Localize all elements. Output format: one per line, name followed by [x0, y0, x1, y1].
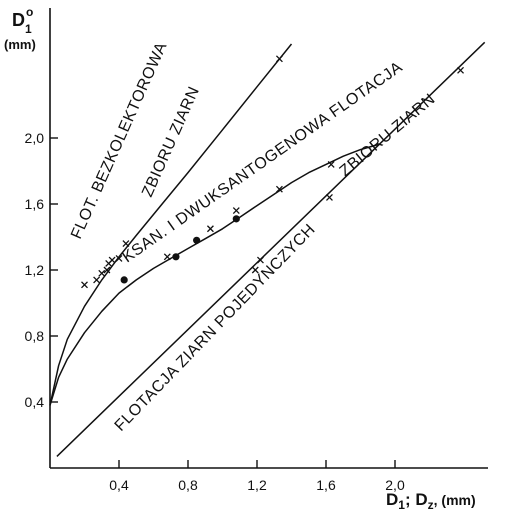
cross-marker — [108, 256, 116, 264]
y-axis-label-superscript: o — [26, 5, 33, 19]
x-axis-label-unit: , (mm) — [434, 492, 476, 508]
x-axis-label-subz: z — [428, 498, 434, 512]
x-tick-label: 0,4 — [109, 477, 129, 493]
x-axis-label-dz: ; D — [405, 490, 428, 509]
curve-ziarn-pojedynczych — [56, 41, 486, 457]
cross-marker — [275, 185, 283, 193]
curve-ksantogenowa — [49, 143, 379, 406]
cross-marker — [256, 256, 264, 264]
dot-marker — [232, 215, 240, 223]
y-tick-label: 2,0 — [25, 130, 45, 146]
x-tick-label: 0,8 — [178, 477, 198, 493]
dot-marker — [193, 236, 201, 244]
curve-labels: FLOT. BEZKOLEKTOROWA ZBIORU ZIARN KSAN. … — [68, 40, 439, 435]
y-tick-label: 0,8 — [25, 328, 45, 344]
cross-marker — [98, 269, 106, 277]
x-ticks: 0,4 0,8 1,2 1,6 2,0 — [109, 460, 405, 493]
x-axis-label-sub1: 1 — [398, 498, 405, 512]
label-flot-bezkolektorowa-line2: ZBIORU ZIARN — [139, 84, 203, 200]
x-axis-label-d1: D — [386, 490, 398, 509]
y-tick-label: 1,2 — [25, 262, 45, 278]
cross-marker — [122, 240, 130, 248]
cross-marker — [206, 225, 214, 233]
cross-marker — [163, 253, 171, 261]
cross-marker — [457, 66, 465, 74]
x-tick-label: 2,0 — [385, 477, 405, 493]
markers — [81, 55, 465, 289]
x-axis-label: D1; Dz, (mm) — [386, 490, 476, 512]
cross-marker — [275, 55, 283, 63]
axes — [49, 8, 488, 469]
y-axis-label-subscript: 1 — [25, 22, 32, 36]
cross-marker — [251, 266, 259, 274]
x-tick-label: 1,6 — [316, 477, 336, 493]
cross-marker — [327, 160, 335, 168]
y-tick-label: 0,4 — [25, 394, 45, 410]
cross-marker — [103, 266, 111, 274]
x-tick-label: 1,2 — [247, 477, 267, 493]
cross-marker — [115, 254, 123, 262]
dot-marker — [172, 253, 180, 261]
y-axis-unit: (mm) — [4, 37, 36, 52]
dot-marker — [120, 276, 128, 284]
cross-marker — [325, 193, 333, 201]
cross-marker — [232, 207, 240, 215]
cross-marker — [81, 281, 88, 289]
y-ticks: 0,4 0,8 1,2 1,6 2,0 — [25, 130, 58, 410]
y-tick-label: 1,6 — [25, 196, 45, 212]
cross-marker — [93, 276, 101, 284]
y-axis-label: D — [12, 10, 25, 30]
y-axis-title: D 1 o (mm) — [4, 5, 36, 52]
